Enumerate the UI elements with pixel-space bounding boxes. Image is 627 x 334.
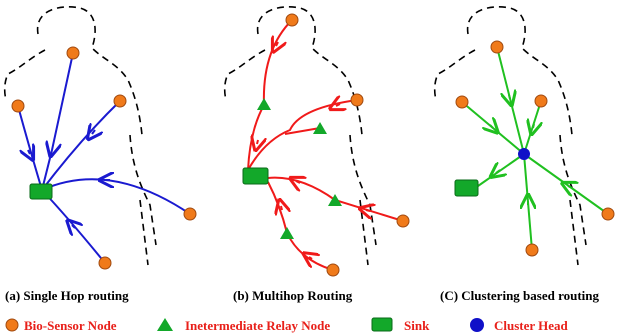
panel-clustering: (C) Clustering based routing (435, 7, 614, 303)
caption: (C) Clustering based routing (440, 288, 600, 303)
legend-label: Inetermediate Relay Node (185, 318, 330, 333)
panel-multihop: (b) Multihop Routing (225, 7, 409, 303)
caption: (a) Single Hop routing (5, 288, 129, 303)
legend-label: Sink (404, 318, 430, 333)
caption: (b) Multihop Routing (233, 288, 353, 303)
legend: Bio-Sensor Node Inetermediate Relay Node… (6, 318, 569, 333)
panel-single-hop: (a) Single Hop routing (5, 7, 196, 303)
legend-label: Cluster Head (494, 318, 569, 333)
legend-label: Bio-Sensor Node (24, 318, 117, 333)
diagram: (a) Single Hop routing (b) Multihop Rout… (0, 0, 627, 334)
